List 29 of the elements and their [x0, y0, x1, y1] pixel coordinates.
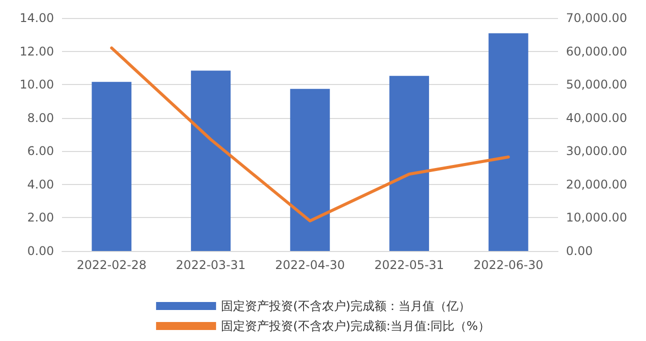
y-tick-label: 12.00 — [20, 44, 54, 58]
x-tick-label: 2022-03-31 — [176, 258, 246, 272]
x-tick-label: 2022-05-31 — [374, 258, 444, 272]
y-tick-label: 8.00 — [27, 110, 54, 125]
bar — [488, 33, 528, 251]
y2-tick-label: 10,000.00 — [566, 210, 628, 225]
y-tick-label: 6.00 — [27, 144, 54, 158]
x-tick-label: 2022-06-30 — [474, 258, 544, 272]
y-tick-label: 0.00 — [27, 244, 54, 258]
y-tick-label: 4.00 — [27, 177, 54, 192]
bar — [92, 82, 132, 251]
y-tick-label: 2.00 — [27, 210, 54, 225]
bar — [290, 88, 330, 251]
y-tick-label: 10.00 — [20, 78, 54, 92]
bar — [190, 70, 231, 251]
legend-label: 固定资产投资(不含农户)完成额:当月值:同比（%） — [221, 319, 490, 333]
y-tick-label: 14.00 — [20, 11, 54, 25]
y2-tick-label: 60,000.00 — [566, 44, 628, 58]
y2-tick-label: 20,000.00 — [566, 177, 628, 192]
line-series — [110, 46, 510, 222]
y2-tick-label: 70,000.00 — [566, 11, 628, 25]
x-tick-label: 2022-04-30 — [275, 258, 345, 272]
y2-tick-label: 0.00 — [566, 244, 593, 258]
y2-tick-label: 40,000.00 — [566, 110, 628, 125]
bar — [389, 76, 430, 251]
legend-label: 固定资产投资(不含农户)完成额：当月值（亿） — [221, 299, 470, 313]
y2-tick-label: 30,000.00 — [566, 144, 628, 158]
y2-tick-label: 50,000.00 — [566, 78, 628, 92]
x-tick-label: 2022-02-28 — [76, 258, 146, 272]
